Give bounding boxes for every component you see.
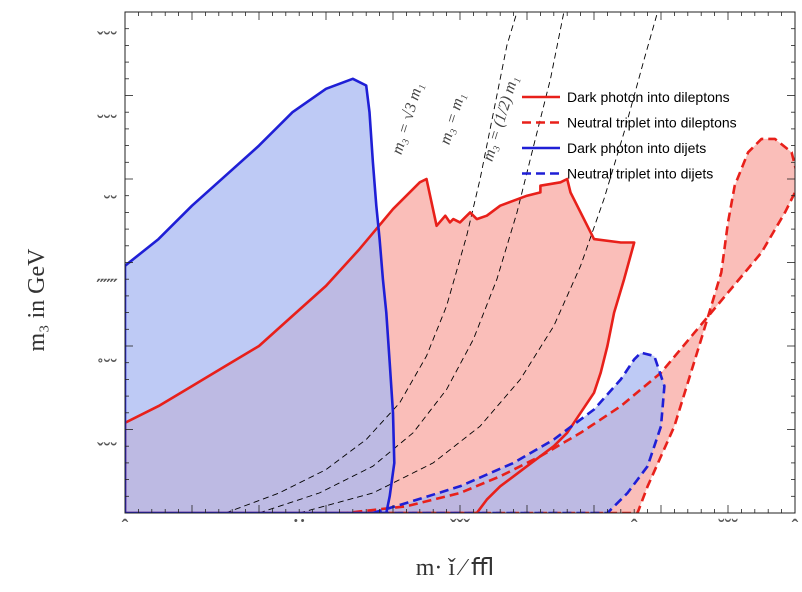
legend: Dark photon into dileptons Neutral triple… [522,89,737,182]
x-tick-label: ˘˘˘ [718,516,738,538]
fill-dark-photon-dijets [125,78,395,513]
legend-label: Dark photon into dijets [567,140,706,156]
legend-entry: Dark photon into dileptons [522,89,730,105]
curve-label-2: m₃ = m₁ [437,91,469,147]
plot-area [125,12,795,513]
tick-labels: ˆ ˙˙ ˇˇˇ ˆ ˘˘˘ ˆˇ˘˘˘˘˘˘˘˝˝˝˚˘˘ˇ˘˘ [96,29,799,538]
outline-neutral-triplet-dijets [371,351,666,513]
x-tick-label: ˇˇˇ [450,516,470,538]
guide-curve-1 [225,12,518,513]
outline-dark-photon-dijets [125,77,396,513]
legend-entry: Neutral triplet into dileptons [522,115,737,131]
y-tick-label: ˚˘˘ [97,356,117,378]
y-tick-label: ˘˘ [104,192,118,214]
fill-neutral-triplet-dijets [372,352,665,513]
y-tick-label: ˝˝˝ [96,276,117,298]
x-tick-label: ˆ [631,516,638,538]
legend-entry: Neutral triplet into dijets [522,166,713,182]
curve-annotations: m₃ = √3 m₁ m₃ = m₁ m₃ = (1/2) m₁ [389,74,522,163]
legend-label: Neutral triplet into dijets [567,166,713,182]
x-tick-label: ˆ [792,516,799,538]
legend-label: Dark photon into dileptons [567,89,730,105]
x-axis-label: m· ǐ ⁄ ﬄ [416,555,495,581]
y-axis-label: m₃ in GeV [24,248,50,352]
x-tick-label: ˙˙ [293,516,306,538]
y-tick-label: ˘˘˘ [97,112,117,134]
legend-label: Neutral triplet into dileptons [567,115,737,131]
y-tick-label: ˇ˘˘ [97,29,117,51]
guide-curve-3 [299,12,659,513]
curve-label-1: m₃ = √3 m₁ [389,81,427,157]
axes [124,11,796,514]
y-tick-label: ˇ˘˘ [97,440,117,462]
legend-entry: Dark photon into dijets [522,140,706,156]
curve-label-3: m₃ = (1/2) m₁ [480,74,522,163]
x-tick-label: ˆ [122,516,129,538]
outline-dark-photon-dileptons [125,177,636,513]
